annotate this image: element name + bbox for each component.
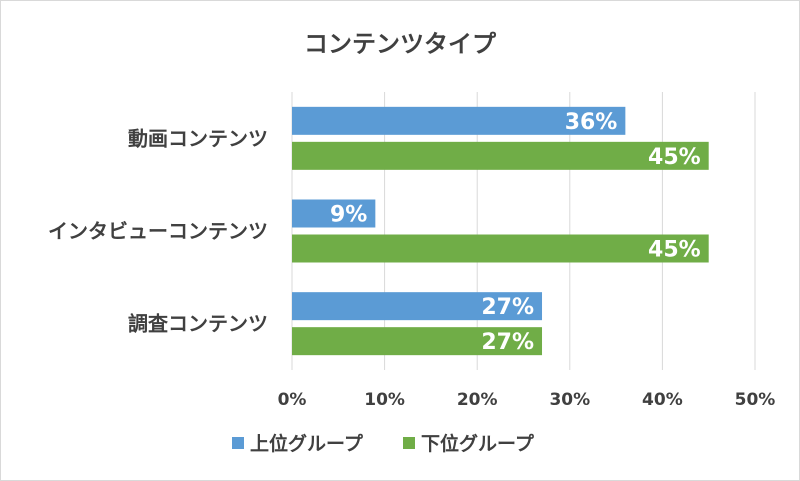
x-tick-labels: 0% 10% 20% 30% 40% 50%	[278, 390, 776, 410]
x-tick-label: 30%	[549, 390, 590, 410]
x-tick-label: 10%	[364, 390, 405, 410]
legend-label: 上位グループ	[250, 432, 364, 455]
data-labels: 36% 45% 9% 45% 27% 27%	[330, 110, 701, 355]
legend-swatch	[403, 437, 415, 449]
category-label: 動画コンテンツ	[128, 126, 268, 150]
data-label: 36%	[565, 110, 618, 135]
bar	[292, 106, 626, 135]
legend-label: 下位グループ	[421, 432, 535, 455]
chart-title: コンテンツタイプ	[304, 30, 497, 58]
bar	[292, 199, 376, 228]
data-label: 45%	[648, 238, 701, 263]
bar	[292, 141, 709, 170]
gridlines	[291, 92, 756, 370]
bar	[292, 327, 543, 356]
data-label: 9%	[330, 203, 367, 228]
category-label: 調査コンテンツ	[128, 312, 268, 336]
legend-swatch	[232, 437, 244, 449]
x-tick-label: 0%	[278, 390, 307, 410]
bar	[292, 234, 709, 263]
x-tick-label: 40%	[642, 390, 683, 410]
legend: 上位グループ 下位グループ	[232, 432, 535, 455]
x-tick-label: 20%	[457, 390, 498, 410]
data-label: 45%	[648, 145, 701, 170]
bars	[292, 106, 709, 356]
data-label: 27%	[481, 295, 534, 320]
data-label: 27%	[481, 330, 534, 355]
category-label: インタビューコンテンツ	[48, 219, 268, 243]
bar	[292, 292, 543, 321]
x-tick-label: 50%	[735, 390, 776, 410]
